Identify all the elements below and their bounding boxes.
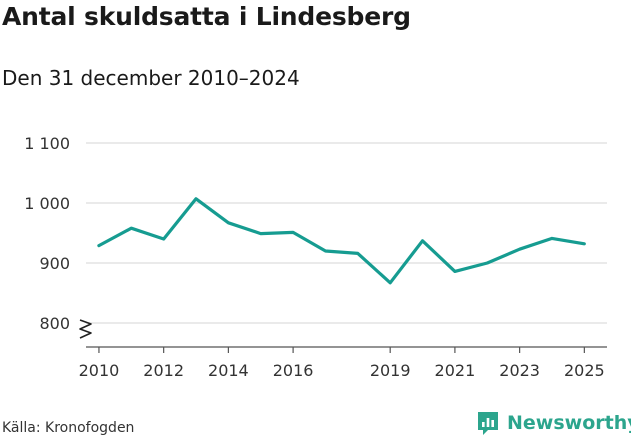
axis-break-icon <box>79 319 92 339</box>
chart-title: Antal skuldsatta i Lindesberg <box>2 2 411 31</box>
brand-logo-block: Newsworthy <box>476 409 631 437</box>
y-tick-label-900: 900 <box>39 254 70 273</box>
x-tick-label-2025: 2025 <box>564 361 605 380</box>
y-tick-label-800: 800 <box>39 314 70 333</box>
source-note: Källa: Kronofogden <box>2 420 135 436</box>
x-tick-label-2014: 2014 <box>208 361 249 380</box>
chart-subtitle: Den 31 december 2010–2024 <box>2 66 300 90</box>
x-tick-label-2021: 2021 <box>435 361 476 380</box>
series-line-0 <box>97 197 586 285</box>
line-chart: 800 900 1 000 1 100 2010 2012 2014 2016 2019 2021… <box>24 134 607 380</box>
x-tick-label-2023: 2023 <box>499 361 540 380</box>
x-tick-label-2016: 2016 <box>273 361 314 380</box>
x-tick-label-2019: 2019 <box>370 361 411 380</box>
x-tick-label-2012: 2012 <box>143 361 184 380</box>
y-tick-label-1100: 1 100 <box>24 134 70 153</box>
y-tick-label-1000: 1 000 <box>24 194 70 213</box>
x-tick-label-2010: 2010 <box>79 361 120 380</box>
newsworthy-logo-icon <box>478 412 498 435</box>
brand-name: Newsworthy <box>507 412 631 434</box>
